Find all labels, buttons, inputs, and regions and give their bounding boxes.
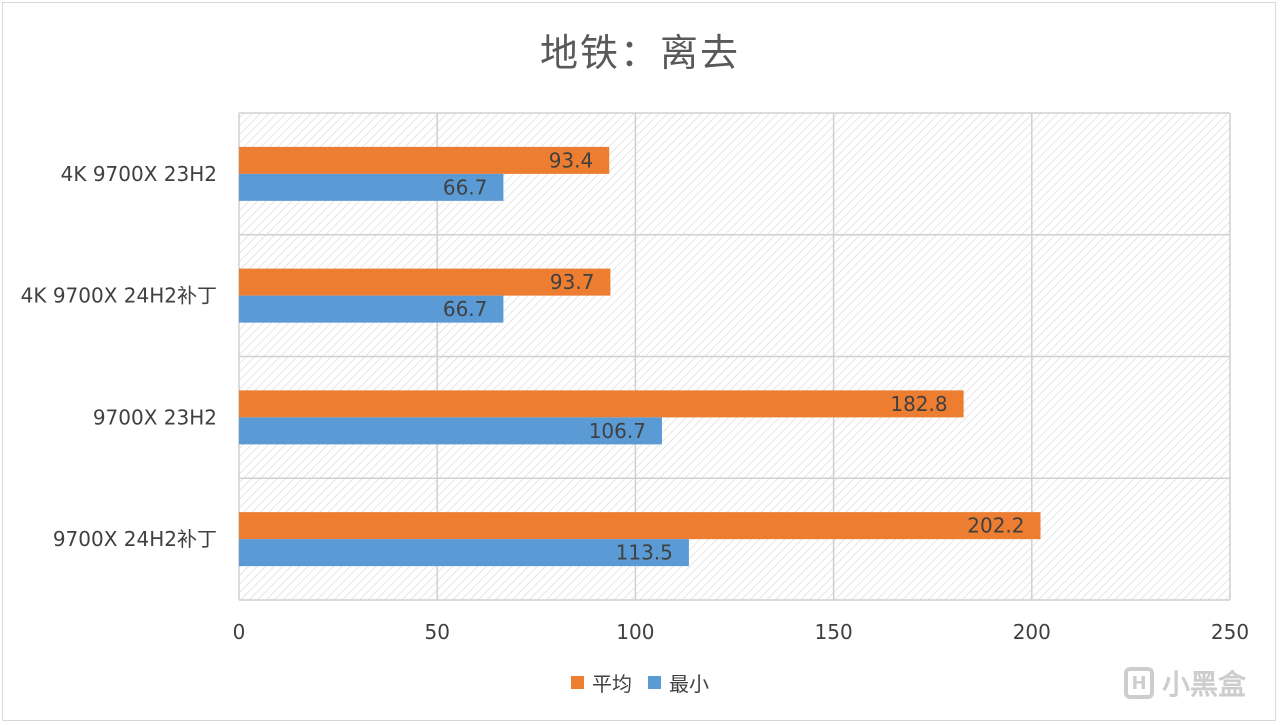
bar-avg[interactable] [239,268,611,296]
bar-min[interactable] [239,417,662,445]
category-label: 4K 9700X 23H2 [61,162,217,186]
chart-title: 地铁：离去 [539,31,740,75]
data-label: 202.2 [967,514,1024,538]
box-logo-icon: H [1123,667,1154,699]
data-label: 106.7 [589,419,646,443]
bar-avg[interactable] [239,146,610,174]
legend-label-avg: 平均 [592,672,632,696]
x-tick-label: 100 [616,620,654,644]
bar-avg[interactable] [239,512,1041,540]
data-label: 182.8 [890,392,947,416]
x-tick-label: 200 [1013,620,1051,644]
bar-min[interactable] [239,539,689,567]
category-label: 9700X 24H2补丁 [53,527,217,551]
bar-min[interactable] [239,295,504,323]
bar-min[interactable] [239,173,504,201]
x-tick-label: 150 [815,620,853,644]
x-tick-label: 50 [424,620,449,644]
category-label: 4K 9700X 24H2补丁 [21,284,217,308]
data-label: 93.7 [550,270,595,294]
category-label: 9700X 23H2 [93,405,217,429]
x-tick-label: 0 [233,620,246,644]
legend-item-avg[interactable]: 平均 [571,668,632,697]
data-label: 66.7 [443,297,488,321]
legend-item-min[interactable]: 最小 [648,668,709,697]
watermark: H 小黑盒 [1123,663,1246,703]
x-tick-label: 250 [1211,620,1249,644]
data-label: 66.7 [443,175,488,199]
bar-avg[interactable] [239,390,964,418]
data-label: 93.4 [549,148,594,172]
legend-swatch-min [648,676,661,689]
watermark-text: 小黑盒 [1161,668,1246,701]
legend: 平均 最小 [0,668,1280,697]
legend-label-min: 最小 [669,672,709,696]
legend-swatch-avg [571,676,584,689]
data-label: 113.5 [616,541,673,565]
